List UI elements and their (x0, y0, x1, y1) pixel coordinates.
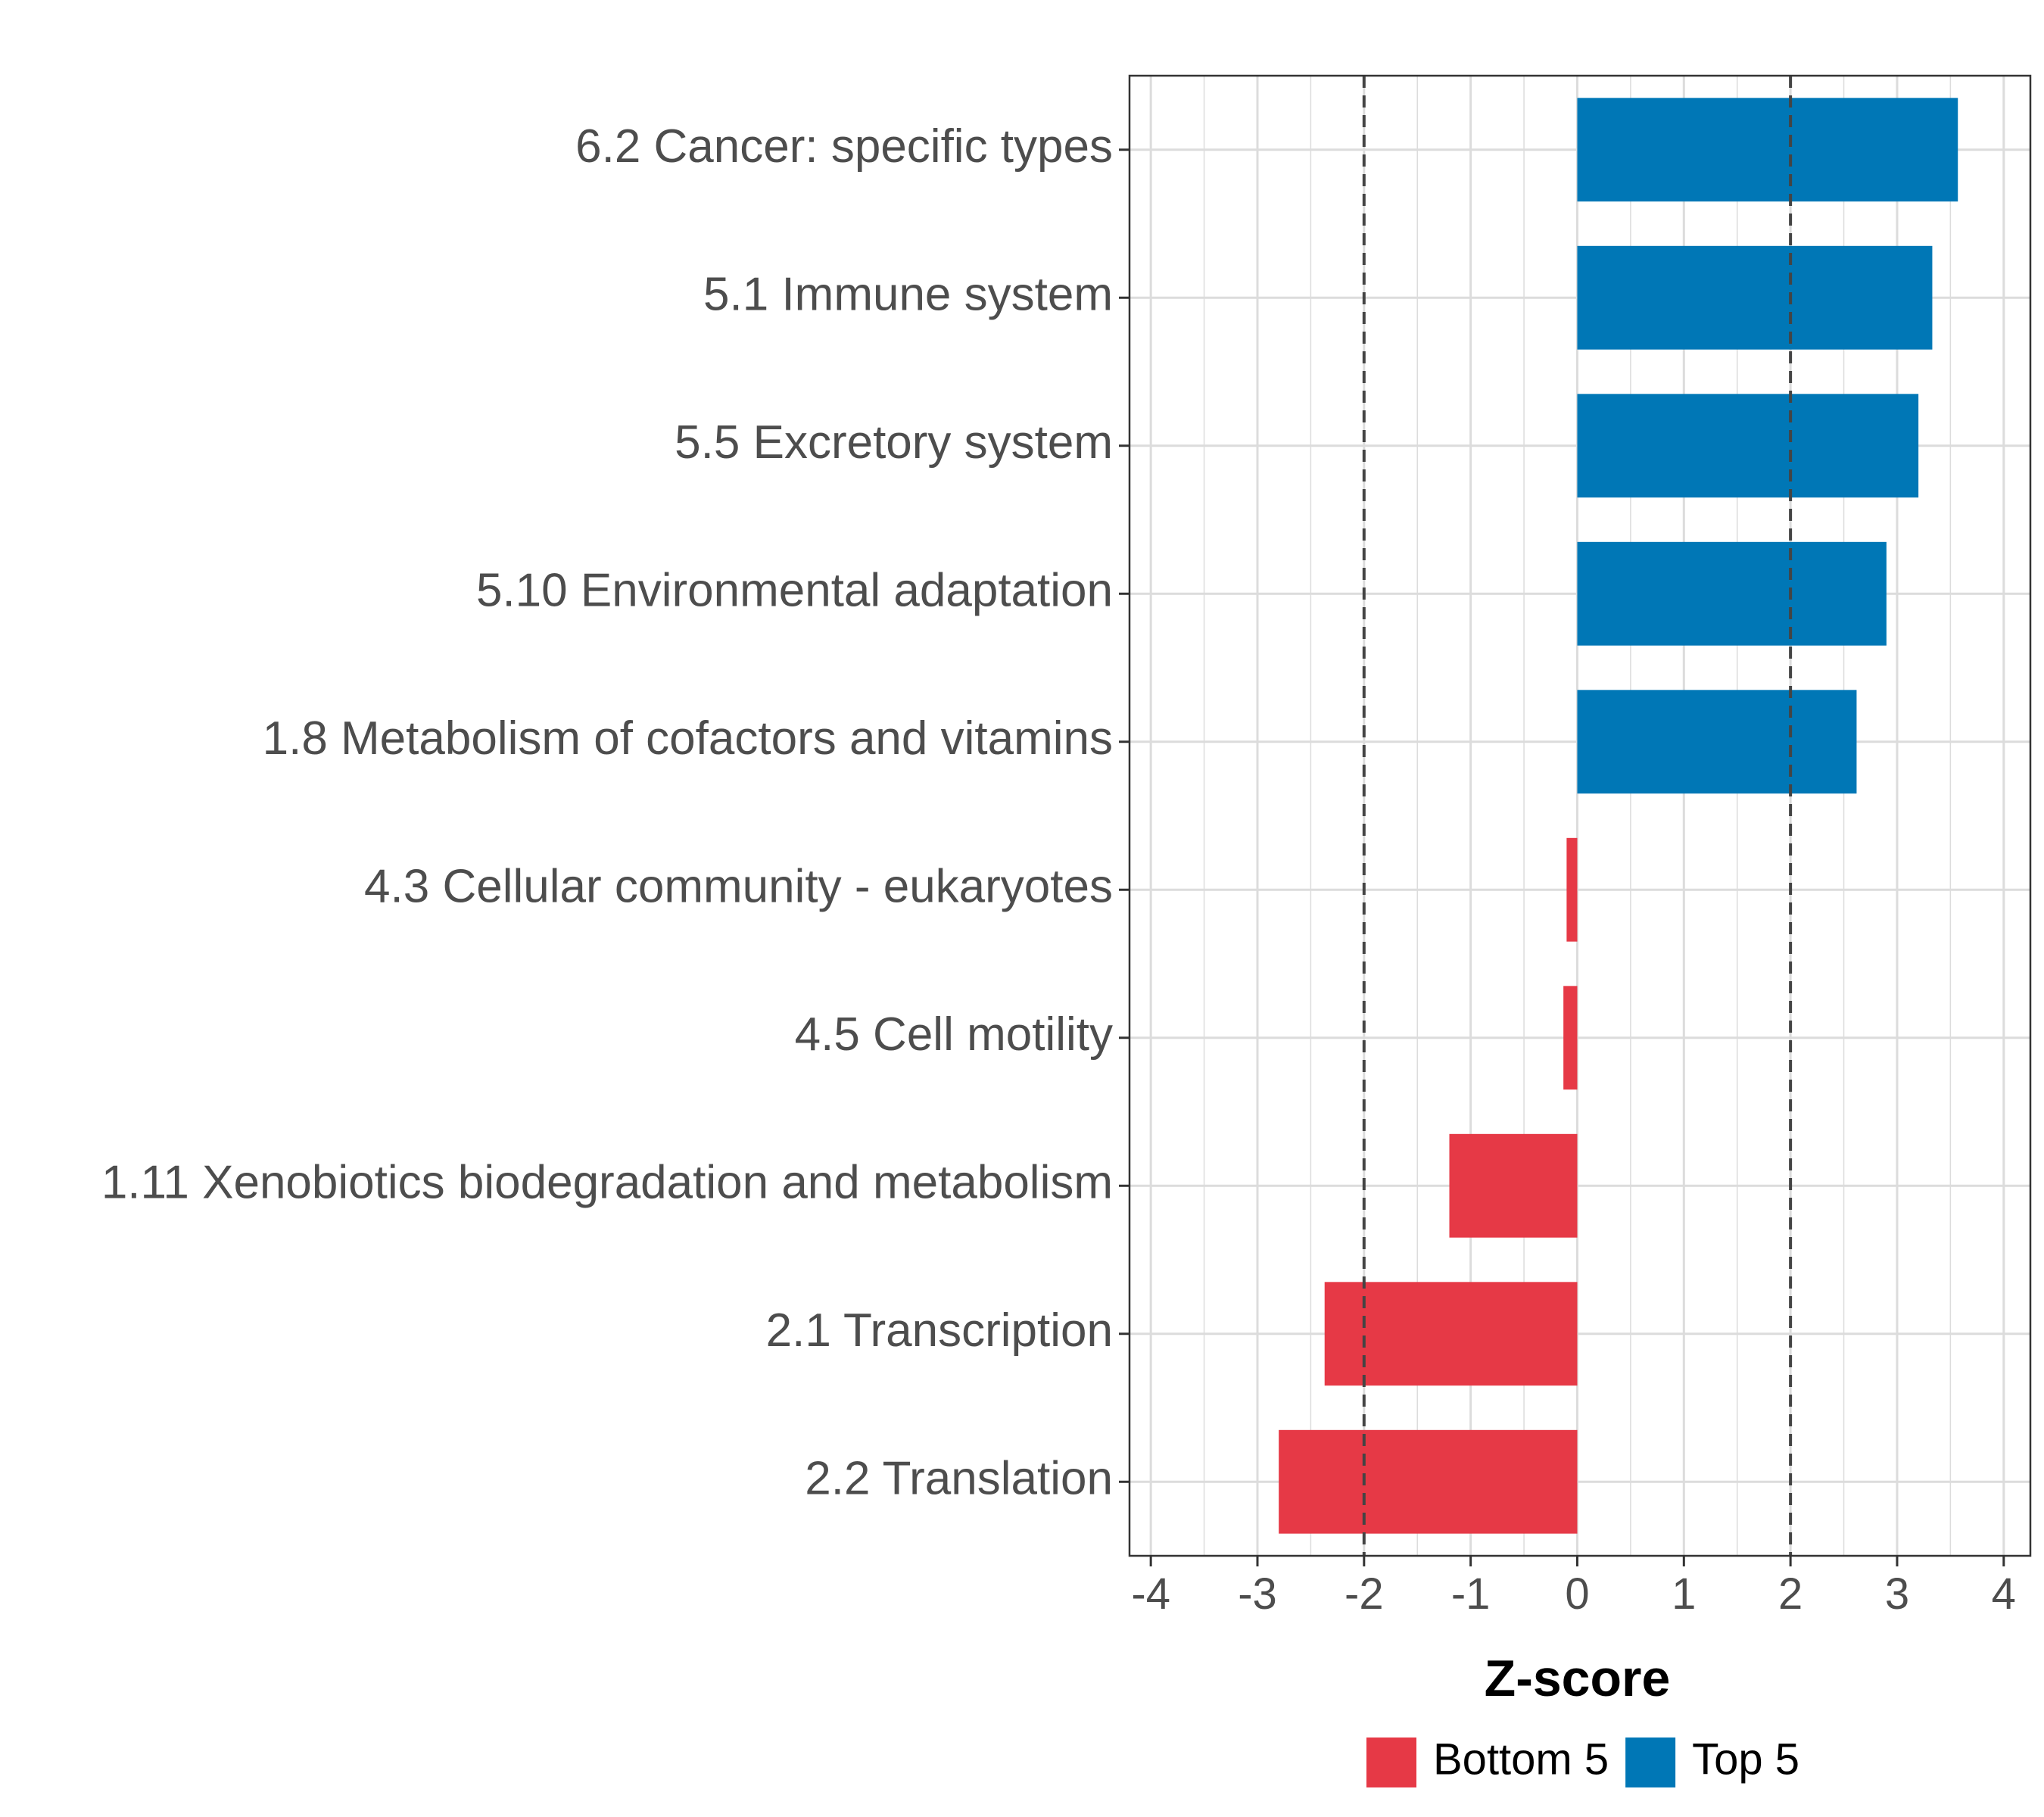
y-axis: 6.2 Cancer: specific types 5.1 Immune sys… (101, 120, 1129, 1505)
bar (1577, 541, 1887, 646)
y-tick-label: 5.1 Immune system (703, 269, 1113, 321)
x-tick-label: 3 (1885, 1569, 1909, 1619)
y-tick-label: 4.3 Cellular community - eukaryotes (364, 861, 1113, 913)
x-tick-label: 2 (1778, 1569, 1803, 1619)
bars (1279, 98, 1958, 1534)
legend-swatch (1625, 1738, 1676, 1787)
x-tick-label: -4 (1131, 1569, 1170, 1619)
bar (1577, 394, 1919, 498)
y-tick-label: 2.2 Translation (805, 1453, 1113, 1505)
x-axis: -4 -3 -2 -1 0 1 2 3 4 (1131, 1556, 2016, 1619)
legend: Bottom 5 Top 5 (1366, 1734, 1799, 1787)
y-tick-label: 2.1 Transcription (766, 1304, 1113, 1357)
x-tick-label: -1 (1451, 1569, 1491, 1619)
bar (1563, 986, 1578, 1090)
y-tick-label: 5.5 Excretory system (675, 416, 1113, 469)
y-tick-label: 1.8 Metabolism of cofactors and vitamins (263, 712, 1113, 765)
x-tick-label: 0 (1565, 1569, 1589, 1619)
y-tick-label: 4.5 Cell motility (795, 1008, 1113, 1061)
bar (1449, 1133, 1578, 1238)
y-tick-label: 6.2 Cancer: specific types (575, 120, 1113, 173)
bar (1577, 245, 1933, 350)
legend-swatch (1366, 1738, 1416, 1787)
bar (1279, 1429, 1578, 1534)
x-tick-label: 4 (1992, 1569, 2016, 1619)
x-tick-label: -2 (1344, 1569, 1384, 1619)
x-tick-label: -3 (1238, 1569, 1277, 1619)
y-tick-label: 5.10 Environmental adaptation (476, 565, 1113, 617)
reference-lines (1362, 76, 1793, 1556)
bar (1577, 690, 1857, 794)
legend-label: Top 5 (1692, 1734, 1799, 1784)
panel-border (1128, 74, 2032, 1557)
x-tick-label: 1 (1672, 1569, 1696, 1619)
bar (1577, 98, 1958, 202)
legend-label: Bottom 5 (1433, 1734, 1609, 1784)
y-tick-label: 1.11 Xenobiotics biodegradation and meta… (101, 1157, 1113, 1209)
bar (1324, 1282, 1578, 1386)
bar (1566, 837, 1578, 942)
x-axis-title: Z-score (1485, 1650, 1671, 1707)
